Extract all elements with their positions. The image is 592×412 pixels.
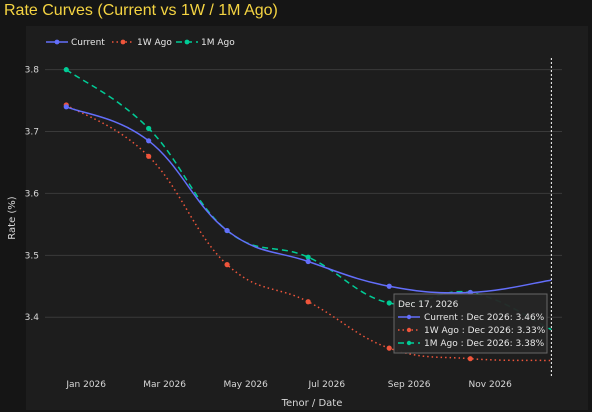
- tooltip-marker-1m-ago: [406, 340, 412, 346]
- y-tick-label: 3.6: [25, 189, 40, 199]
- data-point-1m-ago: [146, 125, 152, 132]
- tooltip-text-current: Current : Dec 2026: 3.46%: [424, 313, 545, 323]
- data-point-current: [146, 138, 152, 144]
- data-point-current: [386, 283, 392, 289]
- data-point-current: [63, 104, 69, 110]
- tooltip-text-1w-ago: 1W Ago : Dec 2026: 3.33%: [424, 326, 546, 336]
- data-point-current: [224, 227, 230, 234]
- y-tick-label: 3.7: [25, 128, 39, 138]
- chart-title: Rate Curves (Current vs 1W / 1M Ago): [4, 2, 278, 19]
- y-axis-label: Rate (%): [7, 196, 18, 240]
- legend-marker-current: [54, 39, 60, 45]
- x-tick-label: Mar 2026: [143, 380, 186, 390]
- data-point-1m-ago: [63, 67, 69, 73]
- data-point-current: [305, 258, 311, 265]
- x-axis-label: Tenor / Date: [281, 398, 343, 409]
- data-point-1w-ago: [386, 345, 392, 351]
- tooltip-marker-1w-ago: [406, 327, 412, 333]
- x-tick-label: Nov 2026: [469, 380, 513, 390]
- series-layer: [63, 67, 552, 362]
- hover-tooltip: Dec 17, 2026 Current : Dec 2026: 3.46% 1W …: [393, 293, 548, 354]
- data-point-1m-ago: [305, 254, 311, 260]
- y-tick-label: 3.5: [25, 251, 39, 261]
- data-point-1w-ago: [146, 153, 152, 159]
- data-point-1w-ago: [305, 299, 311, 305]
- x-tick-label: Jul 2026: [307, 380, 345, 390]
- legend-marker-1m-ago: [184, 39, 190, 45]
- x-tick-label: Sep 2026: [388, 380, 431, 390]
- x-tick-label: May 2026: [223, 380, 268, 390]
- data-point-1w-ago: [224, 262, 230, 268]
- data-point-1w-ago: [467, 356, 473, 362]
- y-tick-label: 3.8: [25, 66, 40, 76]
- y-tick-label: 3.4: [25, 313, 40, 323]
- tooltip-date: Dec 17, 2026: [398, 300, 459, 310]
- x-tick-label: Jan 2026: [65, 380, 106, 390]
- legend-label-1w-ago: 1W Ago: [137, 38, 172, 48]
- legend-marker-1w-ago: [120, 39, 126, 45]
- tooltip-text-1m-ago: 1M Ago : Dec 2026: 3.38%: [424, 339, 545, 349]
- legend-label-1m-ago: 1M Ago: [201, 38, 235, 48]
- axis-layer: 3.4 3.5 3.6 3.7 3.8 Jan 2026 Mar 2026 May 2026 J…: [25, 66, 512, 390]
- tooltip-marker-current: [406, 314, 412, 320]
- legend: Current 1W Ago 1M Ago: [46, 38, 235, 48]
- data-point-1m-ago: [386, 300, 392, 306]
- legend-label-current: Current: [71, 38, 105, 48]
